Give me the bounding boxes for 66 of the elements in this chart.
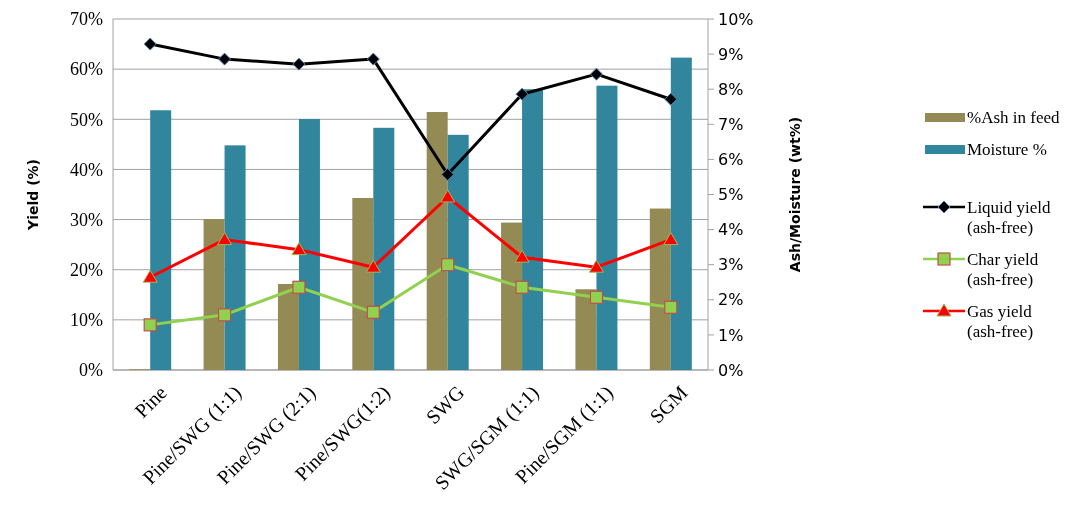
point xyxy=(143,318,157,332)
y2-tick-label: 5% xyxy=(718,185,744,205)
bar xyxy=(670,57,692,370)
point xyxy=(218,52,232,66)
y2-tick-label: 8% xyxy=(718,79,744,99)
point xyxy=(589,67,603,81)
y-tick-label: 50% xyxy=(70,109,103,130)
y-tick-label: 10% xyxy=(70,310,103,331)
legend-label: Char yield (ash-free) xyxy=(967,250,1039,289)
point xyxy=(664,92,678,106)
y2-tick-label: 1% xyxy=(718,325,744,345)
y2-axis-title: Ash/Moisture (wt%) xyxy=(787,116,803,273)
bar xyxy=(277,284,299,370)
point xyxy=(217,232,233,246)
y2-tick-label: 4% xyxy=(718,220,744,240)
point xyxy=(440,189,456,203)
y2-tick-label: 6% xyxy=(718,150,744,169)
y2-tick-label: 3% xyxy=(718,255,744,275)
y-tick-label: 40% xyxy=(70,159,103,180)
legend-label: %Ash in feed xyxy=(967,108,1061,127)
bar xyxy=(224,145,246,370)
point xyxy=(292,57,306,71)
point xyxy=(292,280,306,294)
point xyxy=(366,305,380,319)
legend-label: Gas yield (ash-free) xyxy=(967,302,1034,341)
bar xyxy=(352,198,374,370)
point xyxy=(142,269,158,283)
y-tick-label: 0% xyxy=(79,360,103,381)
point xyxy=(515,87,529,101)
point xyxy=(514,249,530,263)
y-tick-label: 70% xyxy=(70,9,103,30)
point xyxy=(365,259,381,273)
y2-tick-label: 9% xyxy=(718,44,744,64)
y-tick-label: 30% xyxy=(70,209,103,230)
bar xyxy=(596,85,618,370)
point xyxy=(588,259,604,273)
point xyxy=(515,280,529,294)
point xyxy=(663,232,679,246)
bar xyxy=(649,208,671,370)
point xyxy=(143,37,157,51)
bar xyxy=(426,112,448,370)
y2-tick-label: 0% xyxy=(718,360,744,380)
point xyxy=(441,258,455,272)
point xyxy=(664,300,678,314)
bar xyxy=(522,89,544,370)
x-tick-label: Pine xyxy=(130,381,171,422)
y2-tick-label: 2% xyxy=(718,290,744,310)
legend-label: Moisture % xyxy=(967,140,1047,159)
legend-label: Liquid yield (ash-free) xyxy=(967,198,1052,237)
bar xyxy=(150,110,172,370)
bar xyxy=(447,134,469,370)
point xyxy=(291,242,307,256)
y-tick-label: 60% xyxy=(70,59,103,80)
y2-tick-label: 7% xyxy=(718,114,744,134)
point xyxy=(589,290,604,304)
bar xyxy=(298,119,320,370)
point xyxy=(366,52,380,66)
bar xyxy=(203,219,225,370)
point xyxy=(441,167,455,181)
bar xyxy=(373,127,395,370)
y-axis-title: Yield (%) xyxy=(25,159,41,231)
bar xyxy=(501,222,523,370)
point xyxy=(217,308,232,322)
bar xyxy=(575,289,597,370)
y2-tick-label: 10% xyxy=(718,9,754,29)
y-tick-label: 20% xyxy=(70,260,103,281)
